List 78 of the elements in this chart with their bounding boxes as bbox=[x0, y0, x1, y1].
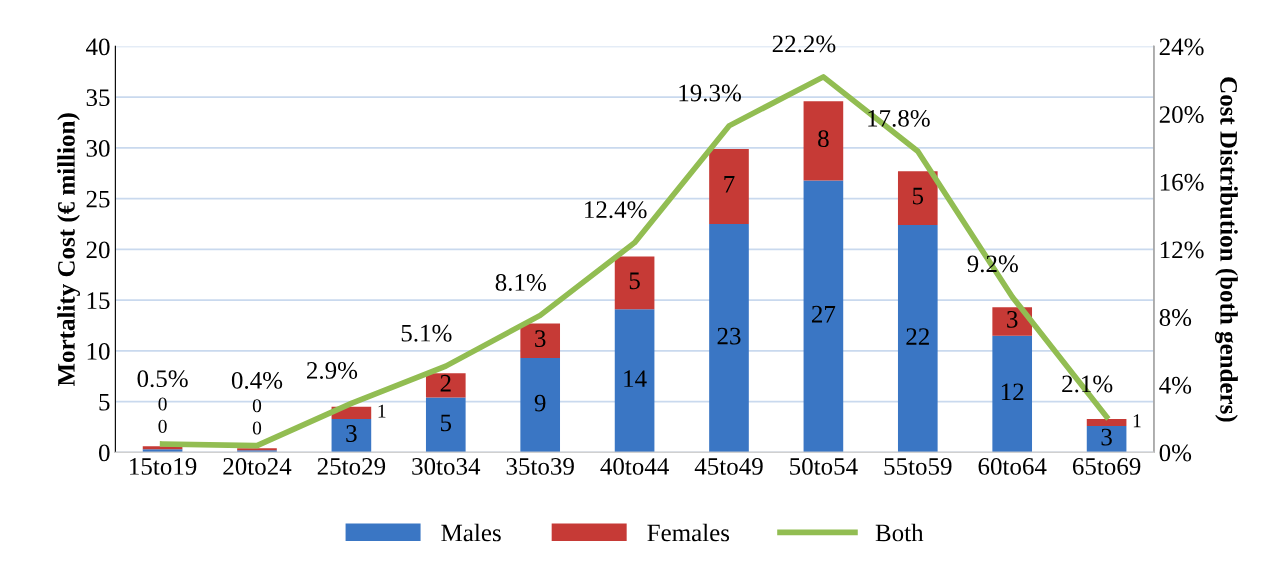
data-label: 12.4% bbox=[585, 201, 647, 219]
bar bbox=[992, 335, 1033, 453]
x-tick-label: 35to39 bbox=[506, 458, 574, 475]
y-axis-title: Mortality Cost (€ million) bbox=[57, 113, 80, 387]
data-label: 9 bbox=[534, 394, 546, 412]
data-label: 19.3% bbox=[679, 84, 741, 102]
data-label: 23 bbox=[717, 327, 741, 345]
bar bbox=[614, 256, 655, 310]
y-tick-label: 20 bbox=[86, 241, 110, 259]
bar bbox=[709, 224, 749, 453]
bar bbox=[331, 418, 372, 453]
data-label: 8 bbox=[818, 130, 829, 148]
x-tick-label: 45to49 bbox=[694, 458, 763, 475]
data-label: 0.4% bbox=[231, 371, 283, 389]
y-tick-label: 0 bbox=[98, 444, 110, 462]
bar bbox=[614, 309, 655, 453]
bar bbox=[520, 323, 561, 358]
data-label: 0 bbox=[252, 399, 262, 413]
data-label: 5 bbox=[440, 414, 452, 432]
data-label: 3 bbox=[1101, 428, 1112, 446]
data-label: 12 bbox=[1001, 383, 1024, 401]
bar bbox=[803, 180, 844, 453]
data-label: 7 bbox=[724, 176, 735, 193]
data-label: 3 bbox=[346, 425, 357, 442]
data-label: 8.1% bbox=[495, 273, 546, 291]
y2-tick-label: 0% bbox=[1159, 444, 1192, 462]
y-tick-label: 10 bbox=[87, 342, 110, 360]
data-label: 2.9% bbox=[307, 361, 358, 379]
bar bbox=[803, 101, 844, 181]
y-tick-label: 5 bbox=[99, 393, 110, 411]
x-tick-label: 55to59 bbox=[884, 458, 952, 475]
x-tick-label: 25to29 bbox=[317, 458, 386, 475]
x-tick-label: 15to19 bbox=[130, 458, 197, 475]
data-label: 1 bbox=[378, 404, 386, 418]
data-label: 3 bbox=[1007, 310, 1018, 328]
x-tick-label: 50to54 bbox=[790, 457, 858, 475]
data-label: 22 bbox=[906, 328, 929, 345]
data-label: 5 bbox=[629, 272, 640, 290]
data-label: 5.1% bbox=[401, 324, 452, 342]
data-label: 5 bbox=[913, 187, 924, 205]
bar bbox=[1086, 418, 1127, 427]
data-label: 0 bbox=[158, 397, 167, 411]
data-label: 1 bbox=[1133, 414, 1141, 428]
bar bbox=[897, 225, 938, 453]
y2-tick-label: 16% bbox=[1160, 173, 1204, 191]
data-label: 14 bbox=[624, 370, 647, 387]
legend-label: Both bbox=[875, 523, 924, 542]
data-label: 27 bbox=[811, 305, 836, 323]
x-tick-label: 40to44 bbox=[600, 457, 669, 475]
y2-tick-label: 4% bbox=[1159, 376, 1192, 394]
data-label: 22.2% bbox=[772, 35, 836, 53]
data-label: 2 bbox=[440, 374, 451, 392]
x-tick-label: 30to34 bbox=[412, 457, 481, 475]
y2-tick-label: 20% bbox=[1159, 106, 1204, 124]
data-label: 0 bbox=[158, 419, 167, 433]
y2-tick-label: 12% bbox=[1160, 241, 1204, 259]
bar bbox=[897, 171, 938, 226]
bar bbox=[709, 148, 749, 225]
x-tick-label: 65to69 bbox=[1072, 458, 1141, 475]
legend-label: Males bbox=[441, 523, 501, 542]
bar bbox=[1086, 426, 1127, 453]
bar bbox=[425, 373, 466, 398]
y2-axis-title: Cost Distribution (both genders) bbox=[1214, 77, 1238, 422]
data-label: 0.5% bbox=[137, 370, 188, 388]
bar bbox=[520, 358, 561, 453]
y-tick-label: 30 bbox=[86, 139, 110, 157]
x-tick-label: 60to64 bbox=[978, 457, 1047, 475]
y2-tick-label: 24% bbox=[1159, 38, 1204, 56]
x-tick-label: 20to24 bbox=[223, 457, 292, 475]
bar bbox=[425, 397, 466, 453]
y-tick-label: 35 bbox=[86, 89, 110, 107]
y-tick-label: 15 bbox=[87, 292, 110, 310]
y2-tick-label: 8% bbox=[1159, 309, 1192, 327]
legend-label: Females bbox=[647, 523, 730, 542]
y-tick-label: 40 bbox=[86, 38, 110, 56]
data-label: 0 bbox=[252, 421, 262, 435]
y-tick-label: 25 bbox=[86, 190, 110, 208]
data-label: 3 bbox=[535, 330, 546, 348]
